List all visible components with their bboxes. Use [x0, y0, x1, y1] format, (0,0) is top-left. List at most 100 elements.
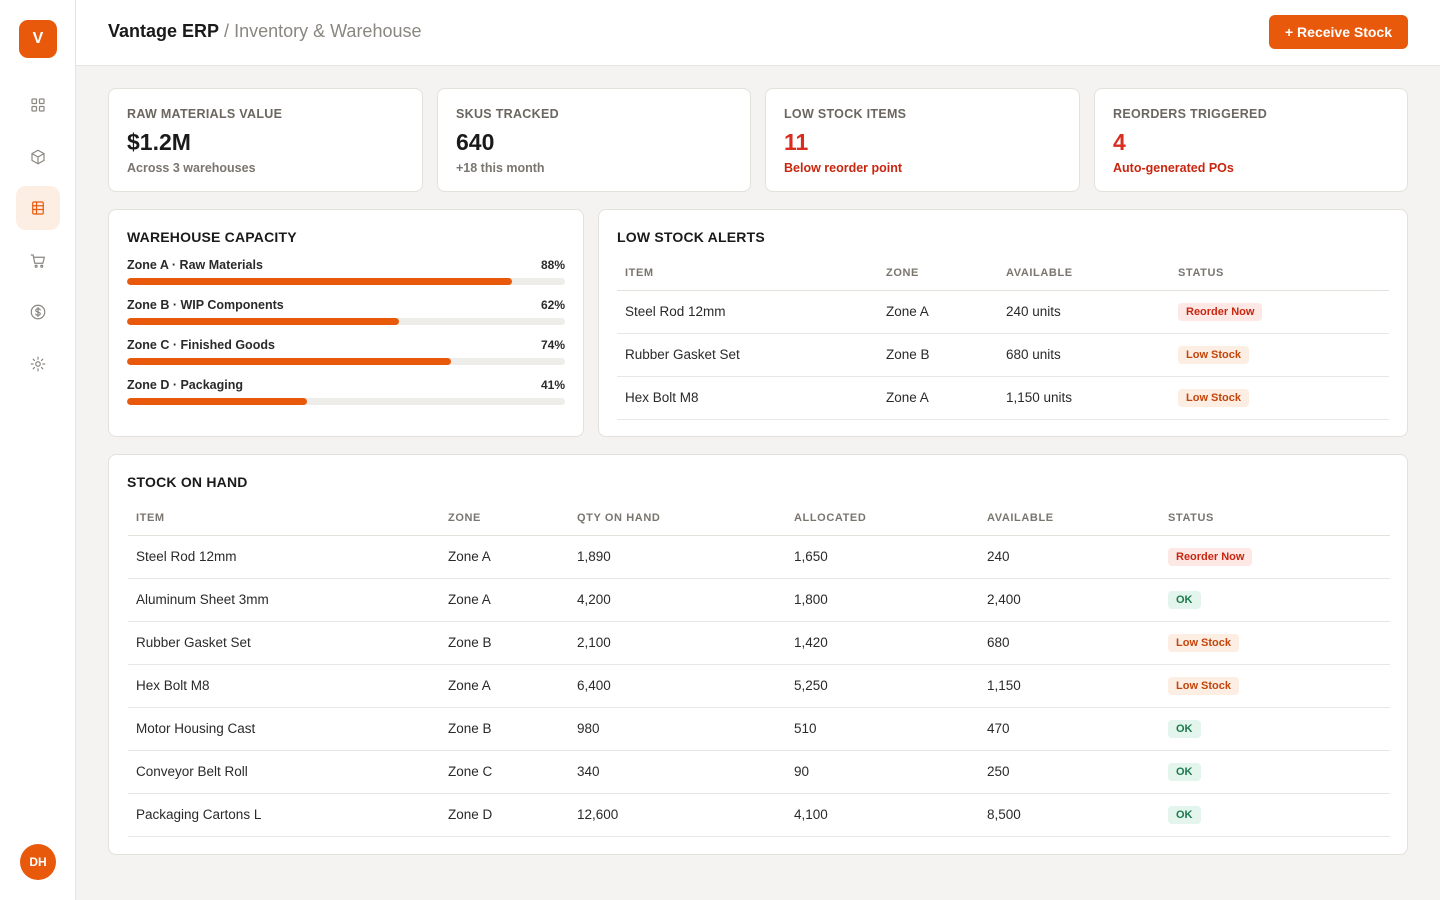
table-row[interactable]: Conveyor Belt Roll Zone C 340 90 250 OK — [128, 750, 1390, 794]
capacity-bar-fill — [127, 318, 399, 325]
capacity-row: Zone B · WIP Components 62% — [127, 298, 565, 334]
qty-cell: 340 — [569, 750, 786, 794]
item-cell: Hex Bolt M8 — [128, 664, 440, 708]
qty-cell: 12,600 — [569, 793, 786, 837]
section-title: LOW STOCK ALERTS — [617, 229, 765, 245]
capacity-bar-track — [127, 318, 565, 325]
user-avatar[interactable]: DH — [20, 844, 56, 880]
table-row[interactable]: Hex Bolt M8 Zone A 1,150 units Low Stock — [617, 376, 1389, 420]
sidebar-item-products[interactable] — [16, 135, 60, 179]
sidebar-item-dashboard[interactable] — [16, 83, 60, 127]
item-cell: Steel Rod 12mm — [128, 535, 440, 579]
column-header-allocated[interactable]: ALLOCATED — [786, 501, 979, 536]
table-header-row: ITEM ZONE AVAILABLE STATUS — [617, 256, 1389, 291]
zone-name: Zone B · WIP Components — [127, 298, 284, 312]
available-cell: 240 units — [998, 290, 1170, 334]
table-row[interactable]: Steel Rod 12mm Zone A 1,890 1,650 240 Reorder… — [128, 535, 1390, 579]
status-cell: Low Stock — [1160, 621, 1390, 665]
allocated-cell: 1,420 — [786, 621, 979, 665]
zone-cell: Zone C — [440, 750, 569, 794]
app-logo[interactable]: V — [19, 20, 57, 58]
zone-cell: Zone A — [440, 578, 569, 622]
zone-cell: Zone A — [878, 290, 998, 334]
zone-percent: 62% — [540, 298, 565, 312]
breadcrumb: Vantage ERP / Inventory & Warehouse — [108, 21, 422, 42]
sidebar-item-finance[interactable] — [16, 290, 60, 334]
stock-table: ITEM ZONE QTY ON HAND ALLOCATED AVAILABL… — [128, 501, 1390, 837]
column-header-item[interactable]: ITEM — [617, 256, 878, 291]
capacity-row: Zone A · Raw Materials 88% — [127, 258, 565, 294]
kpi-card-skus: SKUS TRACKED 640 +18 this month — [437, 88, 751, 192]
table-row[interactable]: Rubber Gasket Set Zone B 680 units Low Stoc… — [617, 333, 1389, 377]
kpi-subtext: Across 3 warehouses — [127, 161, 256, 175]
capacity-bar-track — [127, 278, 565, 285]
qty-cell: 1,890 — [569, 535, 786, 579]
item-cell: Steel Rod 12mm — [617, 290, 878, 334]
column-header-qty-on-hand[interactable]: QTY ON HAND — [569, 501, 786, 536]
available-cell: 8,500 — [979, 793, 1160, 837]
allocated-cell: 510 — [786, 707, 979, 751]
capacity-bar-track — [127, 398, 565, 405]
status-cell: Low Stock — [1170, 333, 1389, 377]
grid-icon — [31, 98, 45, 112]
capacity-bar-fill — [127, 278, 513, 285]
allocated-cell: 1,800 — [786, 578, 979, 622]
cart-icon — [30, 254, 45, 268]
item-cell: Hex Bolt M8 — [617, 376, 878, 420]
status-badge: Low Stock — [1168, 676, 1240, 695]
kpi-label: RAW MATERIALS VALUE — [127, 107, 283, 121]
status-badge: OK — [1168, 590, 1201, 609]
inventory-icon — [32, 201, 44, 215]
status-cell: OK — [1160, 707, 1390, 751]
available-cell: 2,400 — [979, 578, 1160, 622]
available-cell: 470 — [979, 707, 1160, 751]
kpi-subtext: Below reorder point — [784, 161, 903, 175]
breadcrumb-app-name[interactable]: Vantage ERP — [108, 21, 220, 41]
status-cell: OK — [1160, 578, 1390, 622]
top-header: Vantage ERP / Inventory & Warehouse + Re… — [76, 0, 1440, 66]
status-badge: OK — [1168, 719, 1201, 738]
table-header-row: ITEM ZONE QTY ON HAND ALLOCATED AVAILABL… — [128, 501, 1390, 536]
status-badge: Reorder Now — [1168, 547, 1253, 566]
kpi-value: $1.2M — [127, 129, 191, 155]
stock-on-hand-card: STOCK ON HAND ITEM ZONE QTY ON HAND ALLO… — [108, 454, 1408, 855]
sidebar-item-inventory[interactable] — [16, 186, 60, 230]
column-header-available[interactable]: AVAILABLE — [998, 256, 1170, 291]
sidebar-item-settings[interactable] — [16, 342, 60, 386]
allocated-cell: 4,100 — [786, 793, 979, 837]
box-icon — [31, 149, 45, 165]
section-title: STOCK ON HAND — [127, 474, 248, 490]
zone-cell: Zone B — [440, 621, 569, 665]
zone-name: Zone D · Packaging — [127, 378, 243, 392]
column-header-status[interactable]: STATUS — [1170, 256, 1389, 291]
table-row[interactable]: Aluminum Sheet 3mm Zone A 4,200 1,800 2,400 O… — [128, 578, 1390, 622]
sidebar-item-orders[interactable] — [16, 239, 60, 283]
column-header-available[interactable]: AVAILABLE — [979, 501, 1160, 536]
allocated-cell: 5,250 — [786, 664, 979, 708]
warehouse-capacity-card: WAREHOUSE CAPACITY Zone A · Raw Material… — [108, 209, 584, 437]
column-header-zone[interactable]: ZONE — [878, 256, 998, 291]
column-header-zone[interactable]: ZONE — [440, 501, 569, 536]
status-cell: Low Stock — [1160, 664, 1390, 708]
section-title: WAREHOUSE CAPACITY — [127, 229, 297, 245]
column-header-status[interactable]: STATUS — [1160, 501, 1390, 536]
zone-name: Zone C · Finished Goods — [127, 338, 275, 352]
qty-cell: 6,400 — [569, 664, 786, 708]
table-row[interactable]: Motor Housing Cast Zone B 980 510 470 OK — [128, 707, 1390, 751]
available-cell: 250 — [979, 750, 1160, 794]
table-row[interactable]: Steel Rod 12mm Zone A 240 units Reorder Now — [617, 290, 1389, 334]
available-cell: 1,150 — [979, 664, 1160, 708]
available-cell: 680 — [979, 621, 1160, 665]
status-cell: Low Stock — [1170, 376, 1389, 420]
table-row[interactable]: Packaging Cartons L Zone D 12,600 4,100 8,50… — [128, 793, 1390, 837]
receive-stock-button[interactable]: + Receive Stock — [1268, 15, 1408, 49]
low-stock-alerts-card: LOW STOCK ALERTS ITEM ZONE AVAILABLE STA… — [598, 209, 1408, 437]
table-row[interactable]: Hex Bolt M8 Zone A 6,400 5,250 1,150 Low Stoc… — [128, 664, 1390, 708]
column-header-item[interactable]: ITEM — [128, 501, 440, 536]
kpi-value: 4 — [1113, 129, 1126, 155]
status-badge: Low Stock — [1178, 345, 1250, 364]
table-row[interactable]: Rubber Gasket Set Zone B 2,100 1,420 680 Low … — [128, 621, 1390, 665]
alerts-table: ITEM ZONE AVAILABLE STATUS Steel Rod 12m… — [617, 256, 1389, 420]
capacity-bar-fill — [127, 358, 452, 365]
zone-name: Zone A · Raw Materials — [127, 258, 263, 272]
